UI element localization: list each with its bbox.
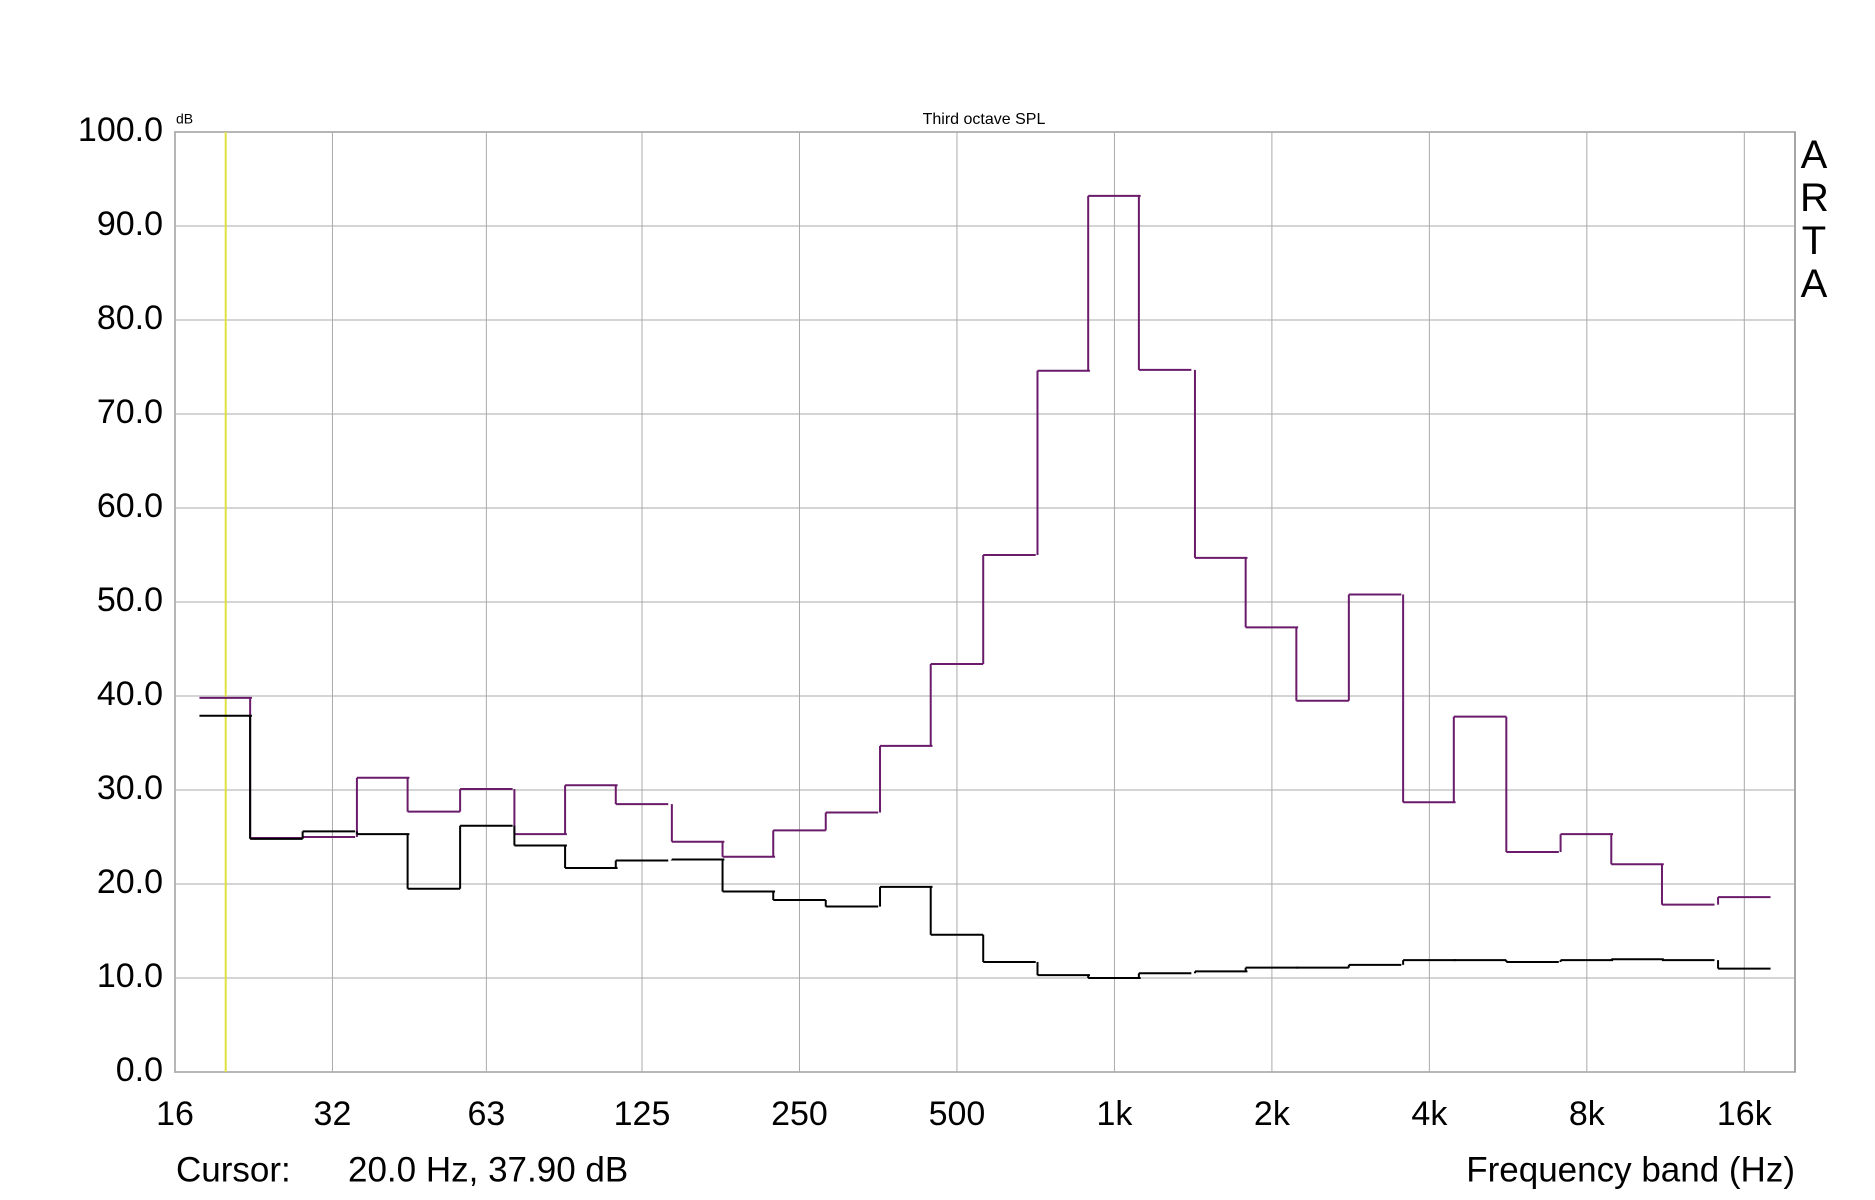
x-tick-label: 16k — [1717, 1095, 1773, 1133]
x-tick-label: 125 — [614, 1095, 671, 1133]
chart-title: Third octave SPL — [923, 111, 1046, 128]
x-axis-label: Frequency band (Hz) — [1466, 1150, 1795, 1189]
x-tick-label: 16 — [156, 1095, 194, 1133]
y-tick-label: 60.0 — [97, 487, 163, 525]
y-tick-label: 70.0 — [97, 393, 163, 431]
x-tick-label: 500 — [929, 1095, 986, 1133]
y-tick-label: 50.0 — [97, 581, 163, 619]
y-tick-label: 0.0 — [116, 1051, 163, 1089]
x-tick-label: 1k — [1096, 1095, 1133, 1133]
y-tick-label: 90.0 — [97, 205, 163, 243]
y-tick-label: 10.0 — [97, 957, 163, 995]
cursor-readout: 20.0 Hz, 37.90 dB — [348, 1150, 628, 1189]
x-tick-label: 2k — [1254, 1095, 1291, 1133]
x-tick-label: 32 — [314, 1095, 352, 1133]
x-tick-label: 250 — [771, 1095, 828, 1133]
y-tick-label: 20.0 — [97, 863, 163, 901]
y-unit: dB — [176, 111, 193, 127]
cursor-label: Cursor: — [176, 1150, 291, 1189]
watermark: ARTA — [1800, 133, 1829, 306]
y-tick-label: 40.0 — [97, 675, 163, 713]
y-tick-label: 100.0 — [78, 111, 163, 149]
x-tick-label: 8k — [1569, 1095, 1606, 1133]
y-tick-label: 80.0 — [97, 299, 163, 337]
y-tick-label: 30.0 — [97, 769, 163, 807]
x-tick-label: 4k — [1411, 1095, 1448, 1133]
x-tick-label: 63 — [467, 1095, 505, 1133]
